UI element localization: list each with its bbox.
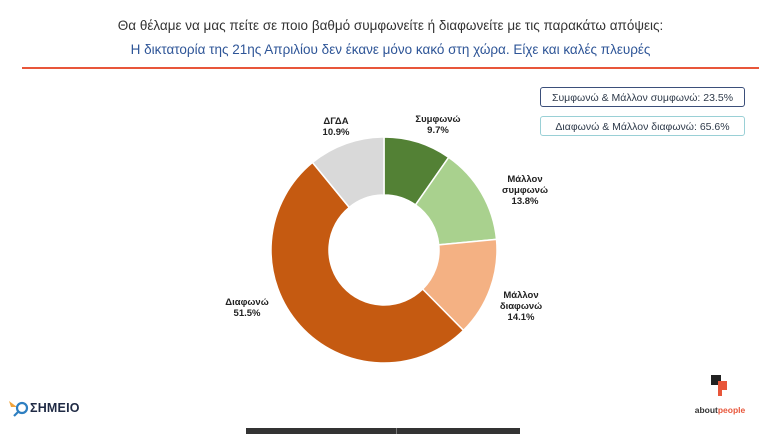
aboutpeople-logo-accent: people (717, 405, 746, 415)
simeio-logo: ΣΗΜΕΙΟ (8, 396, 80, 420)
slice-4 (270, 161, 465, 364)
slice-label-1: Συμφωνώ 9.7% (415, 114, 460, 136)
aboutpeople-logo-text: aboutpeople (690, 405, 750, 415)
slice-label-2: Μάλλον συμφωνώ 13.8% (502, 174, 548, 207)
aboutpeople-logo: aboutpeople (690, 374, 750, 415)
bottom-toolbar-divider (396, 428, 397, 434)
aboutpeople-logo-main: about (694, 405, 718, 415)
slice-label-4: Διαφωνώ 51.5% (225, 297, 268, 319)
header-divider (22, 67, 759, 69)
agree-summary-box: Συμφωνώ & Μάλλον συμφωνώ: 23.5% (540, 87, 745, 107)
bottom-toolbar (246, 428, 520, 434)
slice-label-5: ΔΓΔΑ 10.9% (323, 116, 350, 138)
disagree-summary-box: Διαφωνώ & Μάλλον διαφωνώ: 65.6% (540, 116, 745, 136)
slice-label-3: Μάλλον διαφωνώ 14.1% (500, 290, 542, 323)
magnifier-logo-icon (9, 401, 29, 417)
survey-question: Θα θέλαμε να μας πείτε σε ποιο βαθμό συμ… (117, 18, 664, 33)
aboutpeople-mark-icon (711, 375, 727, 396)
survey-statement: Η δικτατορία της 21ης Απριλίου δεν έκανε… (130, 42, 651, 57)
simeio-logo-text: ΣΗΜΕΙΟ (30, 401, 80, 415)
slice-5 (311, 136, 385, 209)
